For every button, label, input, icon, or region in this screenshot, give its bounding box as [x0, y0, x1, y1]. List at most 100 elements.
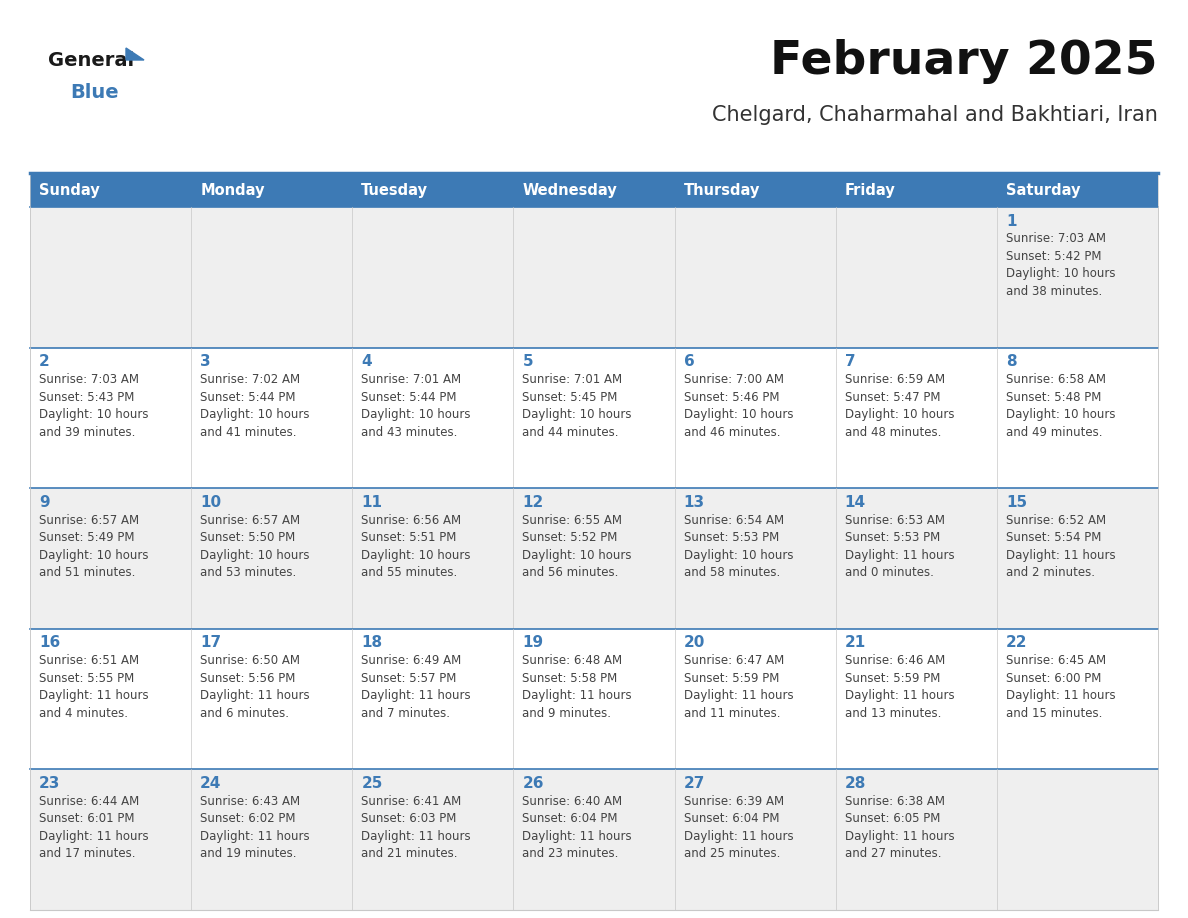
- Text: Sunrise: 7:00 AM: Sunrise: 7:00 AM: [683, 373, 784, 386]
- Text: Sunrise: 6:51 AM: Sunrise: 6:51 AM: [39, 655, 139, 667]
- Text: 9: 9: [39, 495, 50, 509]
- Text: Daylight: 11 hours: Daylight: 11 hours: [1006, 549, 1116, 562]
- Text: Daylight: 11 hours: Daylight: 11 hours: [523, 689, 632, 702]
- Text: 25: 25: [361, 776, 383, 791]
- Text: Daylight: 10 hours: Daylight: 10 hours: [523, 549, 632, 562]
- Text: 10: 10: [200, 495, 221, 509]
- Text: and 13 minutes.: and 13 minutes.: [845, 707, 941, 720]
- Text: and 6 minutes.: and 6 minutes.: [200, 707, 289, 720]
- Text: Daylight: 11 hours: Daylight: 11 hours: [523, 830, 632, 843]
- Text: Daylight: 11 hours: Daylight: 11 hours: [39, 689, 148, 702]
- Text: Thursday: Thursday: [683, 184, 760, 198]
- Text: Daylight: 10 hours: Daylight: 10 hours: [39, 549, 148, 562]
- Text: Tuesday: Tuesday: [361, 184, 429, 198]
- Text: Sunset: 6:04 PM: Sunset: 6:04 PM: [523, 812, 618, 825]
- Text: Sunrise: 7:02 AM: Sunrise: 7:02 AM: [200, 373, 301, 386]
- Text: Sunrise: 6:53 AM: Sunrise: 6:53 AM: [845, 514, 944, 527]
- Text: 2: 2: [39, 354, 50, 369]
- Bar: [353, 175, 513, 207]
- Text: Daylight: 10 hours: Daylight: 10 hours: [1006, 409, 1116, 421]
- Text: and 4 minutes.: and 4 minutes.: [39, 707, 128, 720]
- Text: Daylight: 10 hours: Daylight: 10 hours: [845, 409, 954, 421]
- Text: Sunrise: 6:54 AM: Sunrise: 6:54 AM: [683, 514, 784, 527]
- Text: Daylight: 11 hours: Daylight: 11 hours: [200, 689, 310, 702]
- Text: Sunrise: 6:59 AM: Sunrise: 6:59 AM: [845, 373, 944, 386]
- Text: Sunset: 5:59 PM: Sunset: 5:59 PM: [845, 672, 940, 685]
- Text: and 0 minutes.: and 0 minutes.: [845, 566, 934, 579]
- Text: Daylight: 11 hours: Daylight: 11 hours: [361, 689, 470, 702]
- Bar: [30, 488, 1158, 629]
- Text: Sunrise: 6:39 AM: Sunrise: 6:39 AM: [683, 795, 784, 808]
- Text: Sunrise: 6:38 AM: Sunrise: 6:38 AM: [845, 795, 944, 808]
- Text: Daylight: 11 hours: Daylight: 11 hours: [683, 689, 794, 702]
- Text: and 23 minutes.: and 23 minutes.: [523, 847, 619, 860]
- Text: and 21 minutes.: and 21 minutes.: [361, 847, 457, 860]
- Text: 27: 27: [683, 776, 704, 791]
- Text: and 19 minutes.: and 19 minutes.: [200, 847, 297, 860]
- Text: Daylight: 10 hours: Daylight: 10 hours: [361, 549, 470, 562]
- Text: Wednesday: Wednesday: [523, 184, 618, 198]
- Text: 5: 5: [523, 354, 533, 369]
- Text: Sunrise: 6:52 AM: Sunrise: 6:52 AM: [1006, 514, 1106, 527]
- Text: Sunset: 5:55 PM: Sunset: 5:55 PM: [39, 672, 134, 685]
- Text: Daylight: 11 hours: Daylight: 11 hours: [683, 830, 794, 843]
- Text: Sunset: 5:42 PM: Sunset: 5:42 PM: [1006, 250, 1101, 263]
- Text: Sunrise: 6:48 AM: Sunrise: 6:48 AM: [523, 655, 623, 667]
- Text: and 55 minutes.: and 55 minutes.: [361, 566, 457, 579]
- Text: Sunset: 5:58 PM: Sunset: 5:58 PM: [523, 672, 618, 685]
- Text: Sunset: 5:44 PM: Sunset: 5:44 PM: [200, 390, 296, 404]
- Text: 26: 26: [523, 776, 544, 791]
- Text: 28: 28: [845, 776, 866, 791]
- Text: Blue: Blue: [70, 83, 119, 102]
- Text: Sunset: 6:05 PM: Sunset: 6:05 PM: [845, 812, 940, 825]
- Text: Daylight: 10 hours: Daylight: 10 hours: [523, 409, 632, 421]
- Bar: [997, 175, 1158, 207]
- Text: Sunset: 5:49 PM: Sunset: 5:49 PM: [39, 532, 134, 544]
- Text: Monday: Monday: [200, 184, 265, 198]
- Text: Daylight: 11 hours: Daylight: 11 hours: [200, 830, 310, 843]
- Text: and 7 minutes.: and 7 minutes.: [361, 707, 450, 720]
- Text: Sunset: 5:48 PM: Sunset: 5:48 PM: [1006, 390, 1101, 404]
- Text: Sunset: 5:51 PM: Sunset: 5:51 PM: [361, 532, 456, 544]
- Polygon shape: [126, 48, 144, 60]
- Text: Sunset: 6:03 PM: Sunset: 6:03 PM: [361, 812, 456, 825]
- Bar: [835, 175, 997, 207]
- Text: Sunrise: 6:46 AM: Sunrise: 6:46 AM: [845, 655, 944, 667]
- Text: Sunset: 5:46 PM: Sunset: 5:46 PM: [683, 390, 779, 404]
- Text: Sunrise: 6:56 AM: Sunrise: 6:56 AM: [361, 514, 461, 527]
- Text: and 48 minutes.: and 48 minutes.: [845, 426, 941, 439]
- Text: 14: 14: [845, 495, 866, 509]
- Text: and 9 minutes.: and 9 minutes.: [523, 707, 612, 720]
- Text: 20: 20: [683, 635, 704, 650]
- Text: 1: 1: [1006, 214, 1017, 229]
- Text: Sunrise: 6:50 AM: Sunrise: 6:50 AM: [200, 655, 301, 667]
- Text: Sunrise: 6:58 AM: Sunrise: 6:58 AM: [1006, 373, 1106, 386]
- Text: February 2025: February 2025: [771, 39, 1158, 84]
- Text: Sunset: 5:59 PM: Sunset: 5:59 PM: [683, 672, 779, 685]
- Text: Sunset: 6:01 PM: Sunset: 6:01 PM: [39, 812, 134, 825]
- Text: and 46 minutes.: and 46 minutes.: [683, 426, 781, 439]
- Text: Daylight: 11 hours: Daylight: 11 hours: [845, 830, 954, 843]
- Text: Daylight: 11 hours: Daylight: 11 hours: [845, 689, 954, 702]
- Text: Sunset: 6:00 PM: Sunset: 6:00 PM: [1006, 672, 1101, 685]
- Text: Daylight: 10 hours: Daylight: 10 hours: [361, 409, 470, 421]
- Bar: [30, 769, 1158, 910]
- Bar: [30, 207, 1158, 348]
- Text: Daylight: 11 hours: Daylight: 11 hours: [845, 549, 954, 562]
- Bar: [191, 175, 353, 207]
- Text: Daylight: 10 hours: Daylight: 10 hours: [39, 409, 148, 421]
- Text: Daylight: 10 hours: Daylight: 10 hours: [683, 549, 794, 562]
- Text: 17: 17: [200, 635, 221, 650]
- Text: 12: 12: [523, 495, 544, 509]
- Text: and 39 minutes.: and 39 minutes.: [39, 426, 135, 439]
- Text: and 49 minutes.: and 49 minutes.: [1006, 426, 1102, 439]
- Text: Sunset: 5:47 PM: Sunset: 5:47 PM: [845, 390, 940, 404]
- Text: Sunset: 5:53 PM: Sunset: 5:53 PM: [683, 532, 779, 544]
- Text: 19: 19: [523, 635, 544, 650]
- Text: Daylight: 10 hours: Daylight: 10 hours: [200, 409, 310, 421]
- Text: 15: 15: [1006, 495, 1026, 509]
- Text: Sunset: 5:53 PM: Sunset: 5:53 PM: [845, 532, 940, 544]
- Text: and 41 minutes.: and 41 minutes.: [200, 426, 297, 439]
- Text: Sunrise: 6:47 AM: Sunrise: 6:47 AM: [683, 655, 784, 667]
- Text: and 53 minutes.: and 53 minutes.: [200, 566, 296, 579]
